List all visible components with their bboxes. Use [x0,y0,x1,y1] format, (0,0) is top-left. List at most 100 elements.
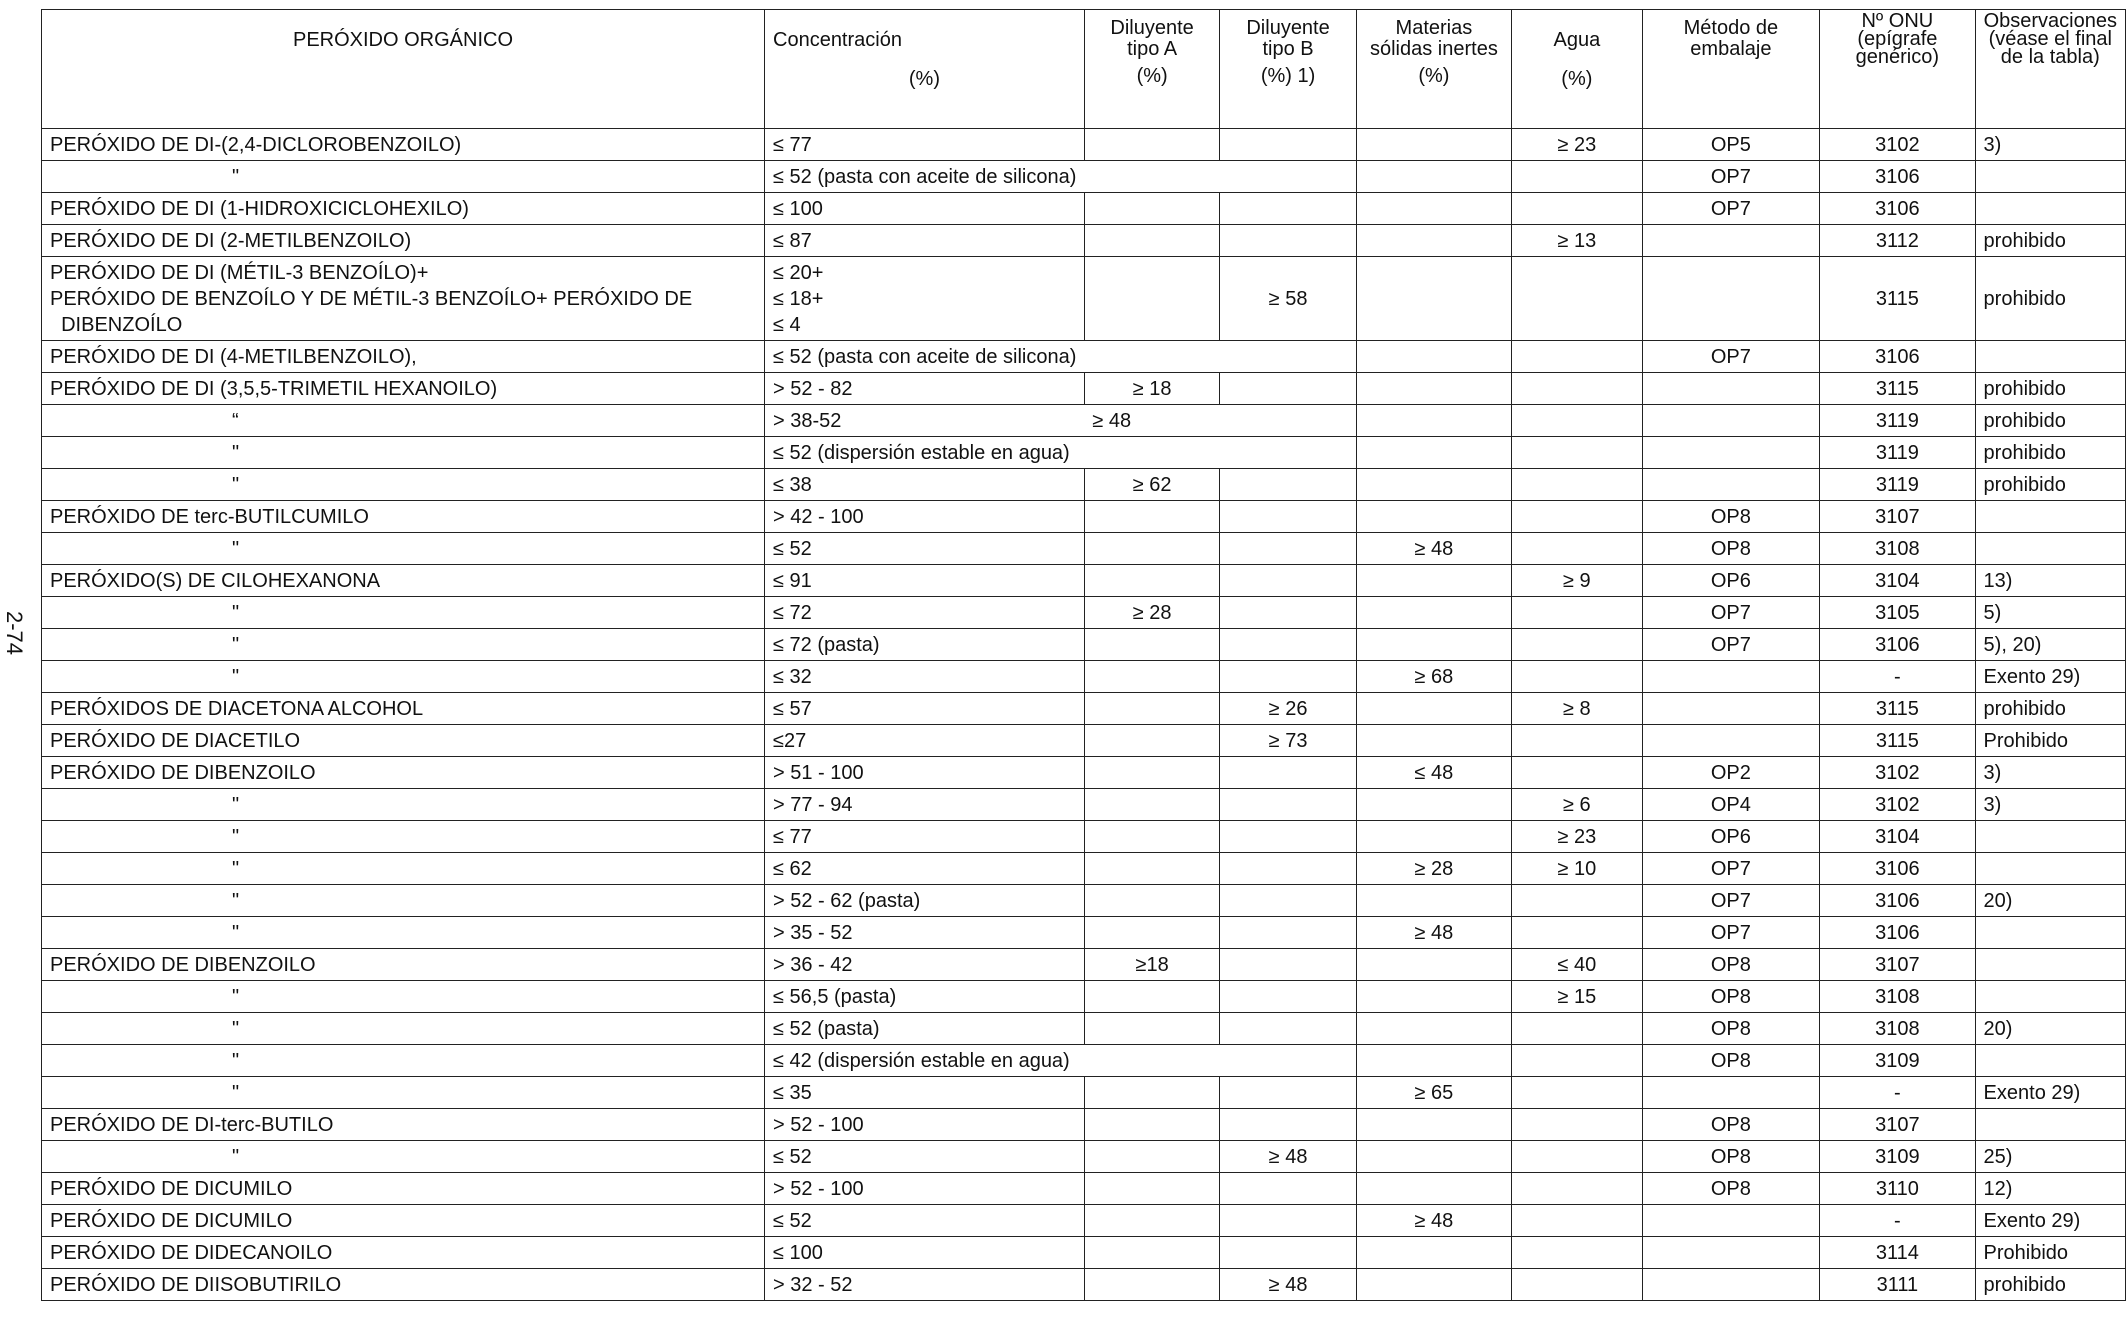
diluent-b-cell [1219,404,1357,437]
concentration-text: > 38-52 [773,409,842,432]
table-row: PERÓXIDO DE DI-(2,4-DICLOROBENZOILO) ≤ 77… [41,128,2126,161]
packing-method-cell: OP6 [1641,820,1821,853]
diluent-b-cell [1219,884,1357,917]
water-cell: ≥ 6 [1511,788,1643,821]
diluent-a-cell [1083,820,1221,853]
remarks-cell [1974,1108,2126,1141]
packing-method-cell [1641,1268,1821,1301]
un-number-cell: 3106 [1819,192,1976,225]
concentration-cell: > 52 - 100 [764,1108,1085,1141]
diluent-a-cell [1083,192,1221,225]
diluent-b-cell: ≥ 48 [1219,1140,1357,1173]
inert-solids-cell [1355,948,1513,981]
diluent-a-cell [1083,532,1221,565]
remarks-cell: 12) [1974,1172,2126,1205]
concentration-cell: > 52 - 100 [764,1172,1085,1205]
table-row: PERÓXIDO DE DI (4-METILBENZOILO), ≤ 52 (p… [41,340,2126,373]
diluent-a-cell [1084,160,1220,193]
un-number-cell: 3106 [1819,852,1976,885]
inert-solids-cell [1355,128,1513,161]
diluent-a-cell: ≥18 [1083,948,1221,981]
diluent-b-cell [1219,436,1357,469]
concentration-text: ≤ 52 (pasta con aceite de silicona) [773,165,1077,188]
water-cell [1511,884,1643,917]
water-cell [1511,916,1643,949]
diluent-a-cell: ≥ 28 [1083,596,1221,629]
un-number-cell: 3119 [1819,468,1976,501]
un-number-cell: 3107 [1819,948,1976,981]
un-number-cell: 3106 [1819,628,1976,661]
concentration-cell: > 52 - 62 (pasta) [764,884,1085,917]
table-row: PERÓXIDO DE DI (1-HIDROXICICLOHEXILO) ≤ 1… [41,192,2126,225]
diluent-b-cell [1219,980,1357,1013]
packing-method-cell: OP7 [1641,628,1821,661]
inert-solids-cell [1355,436,1513,469]
diluent-a-cell [1083,692,1221,725]
table-row: " ≤ 62 ≥ 28 ≥ 10 OP7 3106 [41,852,2126,885]
peroxide-name-cell: " [41,1076,765,1109]
un-number-cell: 3114 [1819,1236,1976,1269]
header-packing-method: Método de embalaje [1641,9,1821,129]
concentration-cell: ≤ 52 [764,1204,1085,1237]
inert-solids-cell: ≤ 48 [1355,756,1513,789]
table-row: PERÓXIDO DE DICUMILO ≤ 52 ≥ 48 - Exento 29) [41,1204,2126,1237]
peroxide-name-cell: PERÓXIDO DE DI (MÉTIL-3 BENZOÍLO)+ PERÓXI… [41,256,765,341]
peroxide-name-cell: PERÓXIDO DE DIDECANOILO [41,1236,765,1269]
inert-solids-cell [1355,1140,1513,1173]
concentration-cell: ≤ 91 [764,564,1085,597]
un-number-cell: - [1819,1076,1976,1109]
concentration-cell: ≤ 87 [764,224,1085,257]
un-number-cell: 3106 [1819,340,1976,373]
remarks-cell: Prohibido [1974,724,2126,757]
inert-solids-cell [1355,692,1513,725]
diluent-b-cell [1219,468,1357,501]
peroxide-name-cell: " [41,884,765,917]
remarks-cell [1974,160,2126,193]
water-cell [1511,1204,1643,1237]
diluent-a-cell [1083,500,1221,533]
diluent-b-cell [1219,564,1357,597]
header-concentration-unit: (%) [908,68,940,90]
peroxide-name-cell: " [41,980,765,1013]
peroxide-name-cell: " [41,820,765,853]
inert-solids-cell [1355,820,1513,853]
water-cell [1511,160,1643,193]
concentration-cell: > 36 - 42 [764,948,1085,981]
table-row: “ > 38-52 ≥ 48 3119 prohibido [41,404,2126,437]
packing-method-cell: OP8 [1641,1108,1821,1141]
water-cell [1511,532,1643,565]
remarks-cell: prohibido [1974,436,2126,469]
un-number-cell: 3115 [1819,724,1976,757]
table-row: " ≤ 77 ≥ 23 OP6 3104 [41,820,2126,853]
remarks-cell: 3) [1974,128,2126,161]
peroxide-name-cell: " [41,160,765,193]
remarks-cell: Exento 29) [1974,1204,2126,1237]
water-cell [1511,596,1643,629]
un-number-cell: - [1819,660,1976,693]
table-row: " ≤ 72 (pasta) OP7 3106 5), 20) [41,628,2126,661]
diluent-a-cell [1083,1236,1221,1269]
diluent-a-cell [1084,1044,1220,1077]
peroxide-name-cell: PERÓXIDO DE DI (3,5,5-TRIMETIL HEXANOILO… [41,372,765,405]
header-diluent-a: Diluyente tipo A (%) [1083,9,1221,129]
remarks-cell [1974,852,2126,885]
diluent-a-cell [1083,756,1221,789]
diluent-b-cell [1219,1108,1357,1141]
remarks-cell: prohibido [1974,256,2126,341]
peroxide-name-cell: " [41,596,765,629]
packing-method-cell [1641,224,1821,257]
water-cell: ≥ 23 [1511,128,1643,161]
peroxide-name-cell: PERÓXIDO DE DI-(2,4-DICLOROBENZOILO) [41,128,765,161]
remarks-cell [1974,820,2126,853]
diluent-a-cell [1083,1076,1221,1109]
water-cell [1511,372,1643,405]
concentration-cell: ≤ 77 [764,820,1085,853]
peroxide-name-cell: " [41,532,765,565]
inert-solids-cell [1355,980,1513,1013]
water-cell [1511,436,1643,469]
water-cell [1511,1236,1643,1269]
inert-solids-cell [1355,884,1513,917]
table-row: PERÓXIDO DE DIBENZOILO > 36 - 42 ≥18 ≤ 40 OP… [41,948,2126,981]
diluent-b-cell [1219,372,1357,405]
concentration-line: ≤ 18+ [773,287,824,310]
